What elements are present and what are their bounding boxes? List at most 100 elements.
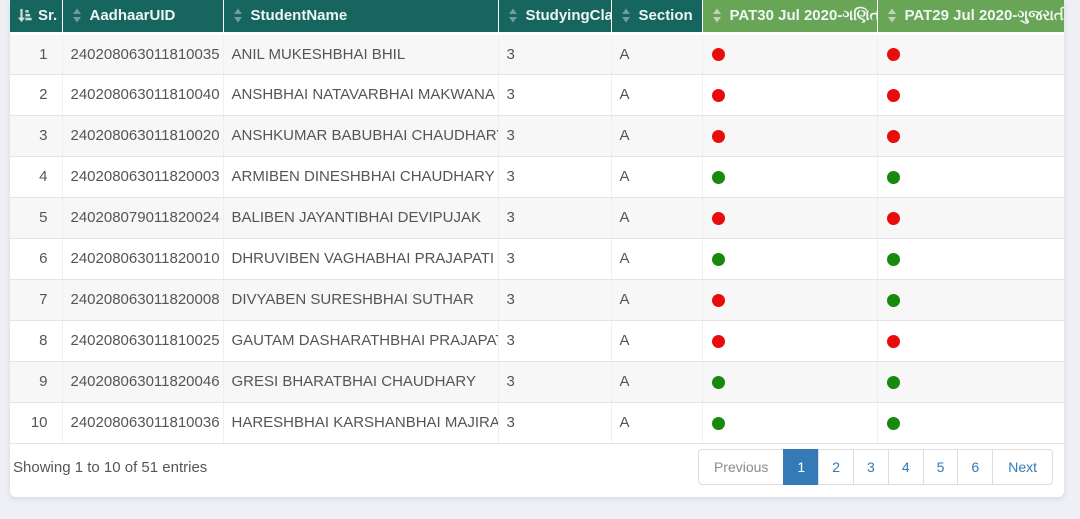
cell-section: A [611,320,703,362]
table-row: 6 240208063011820010 DHRUVIBEN VAGHABHAI… [10,238,1064,280]
cell-section: A [611,238,703,280]
cell-class: 3 [498,361,612,403]
cell-aadhaar: 240208063011810035 [62,33,224,75]
table-row: 10 240208063011810036 HARESHBHAI KARSHAN… [10,402,1064,444]
cell-pat29 [877,115,1064,157]
column-header-aadhaaruid[interactable]: AadhaarUID [62,0,224,35]
cell-pat30 [702,74,878,116]
pagination-page-3[interactable]: 3 [853,449,889,485]
status-dot [711,252,725,266]
column-header-studyingclass[interactable]: StudyingClass [498,0,612,35]
cell-name: ANSHBHAI NATAVARBHAI MAKWANA [223,74,499,116]
column-header-pat29[interactable]: PAT29 Jul 2020-ગુજરાતી [877,0,1064,35]
cell-sr: 7 [10,279,63,321]
cell-pat29 [877,320,1064,362]
cell-pat29 [877,197,1064,239]
pagination-previous-button[interactable]: Previous [697,449,785,485]
cell-aadhaar: 240208063011820003 [62,156,224,198]
cell-name: GRESI BHARATBHAI CHAUDHARY [223,361,499,403]
cell-pat30 [702,197,878,239]
table-row: 8 240208063011810025 GAUTAM DASHARATHBHA… [10,320,1064,362]
cell-sr: 10 [10,402,63,444]
cell-section: A [611,33,703,75]
cell-section: A [611,115,703,157]
column-label: AadhaarUID [89,7,176,25]
cell-name: BALIBEN JAYANTIBHAI DEVIPUJAK [223,197,499,239]
column-header-section[interactable]: Section [611,0,703,35]
sort-icon [231,8,245,23]
cell-pat30 [702,156,878,198]
column-label: Sr. [38,7,58,25]
sort-icon [885,8,899,23]
cell-aadhaar: 240208079011820024 [62,197,224,239]
cell-class: 3 [498,33,612,75]
cell-pat29 [877,74,1064,116]
status-dot [711,129,725,143]
status-dot [886,252,900,266]
sort-icon [619,8,633,23]
cell-name: DIVYABEN SURESHBHAI SUTHAR [223,279,499,321]
table-row: 1 240208063011810035 ANIL MUKESHBHAI BHI… [10,33,1064,75]
column-header-sr[interactable]: Sr. [10,0,63,35]
cell-sr: 8 [10,320,63,362]
cell-aadhaar: 240208063011810020 [62,115,224,157]
cell-aadhaar: 240208063011820046 [62,361,224,403]
showing-entries-info: Showing 1 to 10 of 51 entries [13,458,208,476]
table-footer: Showing 1 to 10 of 51 entries Previous 1… [10,443,1064,497]
cell-sr: 4 [10,156,63,198]
table-row: 2 240208063011810040 ANSHBHAI NATAVARBHA… [10,74,1064,116]
status-dot [886,48,900,62]
pagination-page-5[interactable]: 5 [922,449,959,485]
cell-aadhaar: 240208063011810036 [62,402,224,444]
cell-section: A [611,402,703,444]
cell-section: A [611,361,703,403]
cell-class: 3 [498,156,612,198]
status-dot [711,88,725,102]
pagination: Previous 1 2 3 4 5 6 Next [697,449,1053,485]
cell-name: ANIL MUKESHBHAI BHIL [223,33,499,75]
cell-section: A [611,156,703,198]
table-row: 7 240208063011820008 DIVYABEN SURESHBHAI… [10,279,1064,321]
cell-pat29 [877,361,1064,403]
sort-icon [710,8,724,23]
status-dot [886,293,900,307]
cell-name: GAUTAM DASHARATHBHAI PRAJAPATI [223,320,499,362]
status-dot [886,88,900,102]
cell-aadhaar: 240208063011820008 [62,279,224,321]
cell-aadhaar: 240208063011810040 [62,74,224,116]
cell-aadhaar: 240208063011810025 [62,320,224,362]
status-dot [711,170,725,184]
status-dot [711,375,725,389]
column-label: PAT30 Jul 2020-ગણિત [729,7,877,25]
pagination-page-6[interactable]: 6 [957,449,994,485]
cell-sr: 1 [10,33,63,75]
cell-class: 3 [498,402,612,444]
sort-amount-icon [17,8,32,23]
cell-section: A [611,279,703,321]
pagination-page-1[interactable]: 1 [783,449,820,485]
pagination-page-4[interactable]: 4 [887,449,924,485]
cell-pat29 [877,33,1064,75]
cell-sr: 2 [10,74,63,116]
table-header-row: Sr. AadhaarUID [10,0,1064,35]
status-dot [886,170,900,184]
sort-icon [506,8,520,23]
table-row: 5 240208079011820024 BALIBEN JAYANTIBHAI… [10,197,1064,239]
pagination-page-2[interactable]: 2 [818,449,855,485]
cell-sr: 9 [10,361,63,403]
cell-sr: 5 [10,197,63,239]
pagination-next-button[interactable]: Next [992,449,1053,485]
cell-class: 3 [498,115,612,157]
column-header-pat30[interactable]: PAT30 Jul 2020-ગણિત [702,0,878,35]
cell-name: ARMIBEN DINESHBHAI CHAUDHARY [223,156,499,198]
status-dot [886,129,900,143]
cell-class: 3 [498,279,612,321]
cell-pat30 [702,320,878,362]
cell-pat29 [877,238,1064,280]
table-row: 4 240208063011820003 ARMIBEN DINESHBHAI … [10,156,1064,198]
table-row: 9 240208063011820046 GRESI BHARATBHAI CH… [10,361,1064,403]
students-table: Sr. AadhaarUID [10,0,1064,444]
cell-pat29 [877,156,1064,198]
column-header-studentname[interactable]: StudentName [223,0,499,35]
cell-pat30 [702,279,878,321]
